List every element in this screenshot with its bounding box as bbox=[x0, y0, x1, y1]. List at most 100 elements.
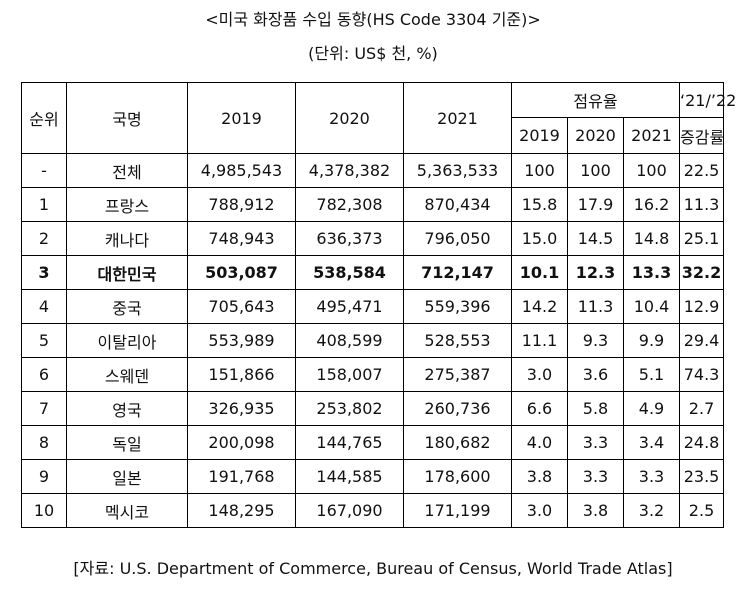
value-2019-cell: 326,935 bbox=[187, 391, 296, 426]
rank-cell: 8 bbox=[21, 425, 67, 460]
table-row: 8 독일 200,098 144,765 180,682 4.0 3.3 3.4 24.8 bbox=[21, 425, 725, 460]
country-cell: 스웨덴 bbox=[66, 357, 188, 392]
value-2020-cell: 144,765 bbox=[295, 425, 404, 460]
growth-rate-cell: 24.8 bbox=[679, 425, 725, 460]
table-row: 7 영국 326,935 253,802 260,736 6.6 5.8 4.9 2.7 bbox=[21, 391, 725, 426]
value-2021-cell: 260,736 bbox=[403, 391, 512, 426]
header-2021: 2021 bbox=[403, 82, 512, 154]
share-2020-cell: 100 bbox=[567, 153, 624, 188]
rank-cell: 7 bbox=[21, 391, 67, 426]
share-2019-cell: 6.6 bbox=[511, 391, 568, 426]
value-2020-cell: 408,599 bbox=[295, 323, 404, 358]
share-2019-cell: 11.1 bbox=[511, 323, 568, 358]
growth-rate-cell: 2.5 bbox=[679, 493, 725, 528]
country-cell: 중국 bbox=[66, 289, 188, 324]
share-2019-cell: 3.8 bbox=[511, 459, 568, 494]
share-2021-cell: 3.2 bbox=[622, 493, 681, 528]
source-note: [자료: U.S. Department of Commerce, Bureau… bbox=[73, 559, 673, 578]
share-2020-cell: 5.8 bbox=[567, 391, 624, 426]
value-2020-cell: 167,090 bbox=[295, 493, 404, 528]
value-2021-cell: 712,147 bbox=[403, 255, 512, 290]
growth-rate-cell: 12.9 bbox=[679, 289, 725, 324]
value-2019-cell: 503,087 bbox=[187, 255, 296, 290]
country-cell: 독일 bbox=[66, 425, 188, 460]
header-growth-rate: 증감률 bbox=[679, 117, 724, 154]
header-2019: 2019 bbox=[187, 82, 296, 154]
value-2019-cell: 4,985,543 bbox=[187, 153, 296, 188]
rank-cell: 1 bbox=[21, 187, 67, 222]
share-2021-cell: 16.2 bbox=[622, 187, 681, 222]
header-2020: 2020 bbox=[295, 82, 404, 154]
growth-rate-cell: 2.7 bbox=[679, 391, 725, 426]
growth-rate-cell: 25.1 bbox=[679, 221, 725, 256]
table-row: 9 일본 191,768 144,585 178,600 3.8 3.3 3.3 23.5 bbox=[21, 459, 725, 494]
value-2021-cell: 171,199 bbox=[403, 493, 512, 528]
share-2019-cell: 3.0 bbox=[511, 357, 568, 392]
country-cell: 영국 bbox=[66, 391, 188, 426]
country-cell: 대한민국 bbox=[66, 255, 188, 290]
share-2021-cell: 5.1 bbox=[622, 357, 681, 392]
table-row: 3 대한민국 503,087 538,584 712,147 10.1 12.3 13.3 32… bbox=[21, 255, 725, 290]
header-share-2020: 2020 bbox=[567, 117, 624, 154]
share-2020-cell: 12.3 bbox=[567, 255, 624, 290]
value-2019-cell: 200,098 bbox=[187, 425, 296, 460]
share-2021-cell: 9.9 bbox=[622, 323, 681, 358]
rank-cell: 6 bbox=[21, 357, 67, 392]
rank-cell: 4 bbox=[21, 289, 67, 324]
table-row: - 전체 4,985,543 4,378,382 5,363,533 100 100 100 2… bbox=[21, 153, 725, 188]
share-2020-cell: 3.3 bbox=[567, 425, 624, 460]
value-2020-cell: 158,007 bbox=[295, 357, 404, 392]
value-2021-cell: 528,553 bbox=[403, 323, 512, 358]
share-2020-cell: 11.3 bbox=[567, 289, 624, 324]
share-2019-cell: 3.0 bbox=[511, 493, 568, 528]
share-2020-cell: 3.3 bbox=[567, 459, 624, 494]
value-2019-cell: 705,643 bbox=[187, 289, 296, 324]
table-row: 10 멕시코 148,295 167,090 171,199 3.0 3.8 3.2 2.5 bbox=[21, 493, 725, 528]
share-2021-cell: 10.4 bbox=[622, 289, 681, 324]
share-2020-cell: 3.8 bbox=[567, 493, 624, 528]
value-2020-cell: 636,373 bbox=[295, 221, 404, 256]
value-2019-cell: 191,768 bbox=[187, 459, 296, 494]
share-2019-cell: 15.8 bbox=[511, 187, 568, 222]
share-2021-cell: 100 bbox=[622, 153, 681, 188]
value-2021-cell: 796,050 bbox=[403, 221, 512, 256]
unit-label: (단위: US$ 천, %) bbox=[308, 44, 438, 63]
table-body: - 전체 4,985,543 4,378,382 5,363,533 100 100 100 2… bbox=[21, 153, 725, 528]
value-2021-cell: 180,682 bbox=[403, 425, 512, 460]
value-2020-cell: 4,378,382 bbox=[295, 153, 404, 188]
share-2021-cell: 4.9 bbox=[622, 391, 681, 426]
header-rank: 순위 bbox=[21, 82, 67, 154]
table-row: 4 중국 705,643 495,471 559,396 14.2 11.3 10.4 12.9 bbox=[21, 289, 725, 324]
country-cell: 캐나다 bbox=[66, 221, 188, 256]
country-cell: 일본 bbox=[66, 459, 188, 494]
country-cell: 프랑스 bbox=[66, 187, 188, 222]
rank-cell: 9 bbox=[21, 459, 67, 494]
growth-rate-cell: 11.3 bbox=[679, 187, 725, 222]
value-2020-cell: 253,802 bbox=[295, 391, 404, 426]
value-2019-cell: 148,295 bbox=[187, 493, 296, 528]
header-growth-period: ‘21/’22 bbox=[679, 82, 736, 118]
growth-rate-cell: 29.4 bbox=[679, 323, 725, 358]
value-2019-cell: 748,943 bbox=[187, 221, 296, 256]
share-2019-cell: 15.0 bbox=[511, 221, 568, 256]
country-cell: 멕시코 bbox=[66, 493, 188, 528]
value-2019-cell: 151,866 bbox=[187, 357, 296, 392]
share-2021-cell: 3.4 bbox=[622, 425, 681, 460]
value-2019-cell: 788,912 bbox=[187, 187, 296, 222]
growth-rate-cell: 32.2 bbox=[679, 255, 725, 290]
table-row: 6 스웨덴 151,866 158,007 275,387 3.0 3.6 5.1 74.3 bbox=[21, 357, 725, 392]
value-2020-cell: 782,308 bbox=[295, 187, 404, 222]
value-2020-cell: 538,584 bbox=[295, 255, 404, 290]
share-2019-cell: 10.1 bbox=[511, 255, 568, 290]
value-2021-cell: 178,600 bbox=[403, 459, 512, 494]
share-2019-cell: 4.0 bbox=[511, 425, 568, 460]
rank-cell: - bbox=[21, 153, 67, 188]
value-2021-cell: 870,434 bbox=[403, 187, 512, 222]
value-2019-cell: 553,989 bbox=[187, 323, 296, 358]
share-2020-cell: 9.3 bbox=[567, 323, 624, 358]
value-2021-cell: 5,363,533 bbox=[403, 153, 512, 188]
value-2021-cell: 559,396 bbox=[403, 289, 512, 324]
share-2020-cell: 17.9 bbox=[567, 187, 624, 222]
rank-cell: 5 bbox=[21, 323, 67, 358]
header-country: 국명 bbox=[66, 82, 188, 154]
